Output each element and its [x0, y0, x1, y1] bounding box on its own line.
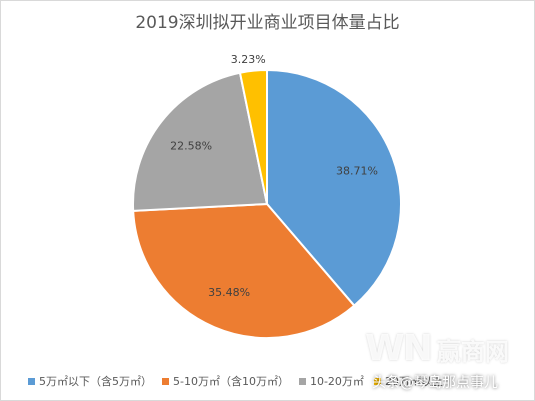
- pie-slice-2: [132, 71, 269, 212]
- legend-swatch-1: [162, 377, 169, 385]
- legend-swatch-3: [373, 377, 381, 385]
- legend-item-2: 10-20万㎡: [298, 373, 364, 389]
- legend-swatch-2: [298, 377, 306, 385]
- legend-label-3: 20万㎡以上: [384, 375, 443, 388]
- data-label-3: 3.23%: [231, 53, 266, 66]
- legend-item-1: 5-10万㎡（含10万㎡）: [162, 373, 289, 389]
- pie-slice-3: [238, 68, 268, 205]
- watermark-text: 头条@琴岛那点事儿: [372, 375, 498, 391]
- watermark-logo: WN 赢商网: [365, 328, 509, 369]
- data-label-0: 38.71%: [336, 165, 378, 178]
- chart-legend: 5万㎡以下（含5万㎡） 5-10万㎡（含10万㎡） 10-20万㎡ 20万㎡以上: [28, 372, 443, 390]
- legend-swatch-0: [28, 377, 35, 385]
- data-label-1: 35.48%: [208, 286, 250, 299]
- pie-slice-1: [132, 202, 356, 339]
- data-label-2: 22.58%: [170, 139, 212, 152]
- legend-label-0: 5万㎡以下（含5万㎡）: [39, 375, 152, 388]
- legend-item-3: 20万㎡以上: [373, 373, 443, 389]
- chart-title: 2019深圳拟开业商业项目体量占比: [135, 13, 400, 33]
- legend-item-0: 5万㎡以下（含5万㎡）: [28, 373, 152, 389]
- pie-slice-0: [266, 68, 402, 308]
- legend-label-2: 10-20万㎡: [309, 375, 364, 388]
- legend-label-1: 5-10万㎡（含10万㎡）: [173, 375, 289, 388]
